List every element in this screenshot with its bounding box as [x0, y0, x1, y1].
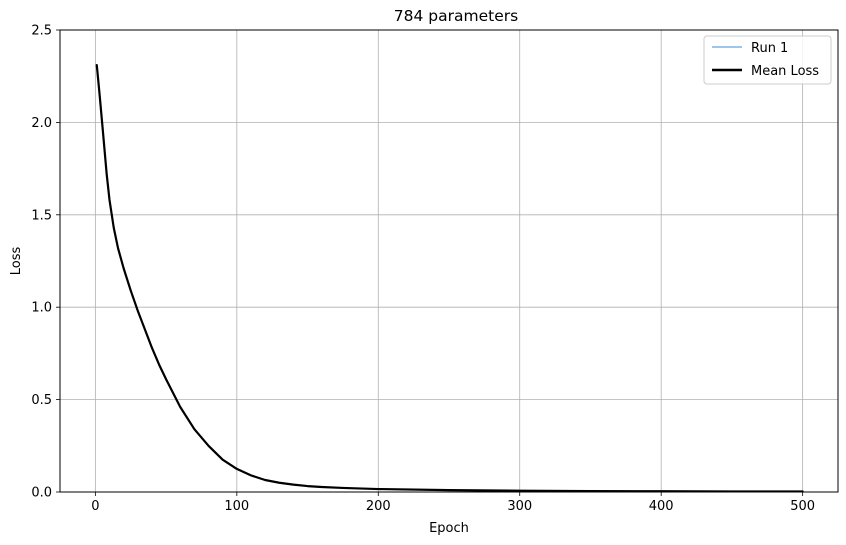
legend-box [703, 35, 832, 85]
plot-frame [59, 29, 839, 493]
x-tick-label: 500 [790, 499, 815, 514]
y-tick-label: 1.5 [31, 208, 52, 223]
x-tick-label: 200 [366, 499, 391, 514]
series-line-mean-loss [95, 64, 804, 493]
legend-label-run-1: Run 1 [751, 41, 788, 56]
series-line-run-1 [96, 64, 804, 493]
x-tick-label: 0 [91, 499, 99, 514]
x-tick-label: 300 [507, 499, 532, 514]
legend: Run 1 Mean Loss [703, 35, 832, 85]
legend-label-mean-loss: Mean Loss [751, 64, 819, 79]
y-tick-label: 0.5 [31, 393, 52, 408]
y-axis-label: Loss [9, 247, 24, 276]
y-tick-label: 0.0 [31, 486, 52, 501]
x-tick-label: 400 [649, 499, 674, 514]
x-axis-label: Epoch [429, 521, 469, 536]
y-tick-label: 2.5 [31, 24, 52, 39]
y-tick-label: 1.0 [31, 301, 52, 316]
x-tick-label: 100 [224, 499, 249, 514]
series-lines [95, 64, 804, 493]
grid-lines [60, 29, 838, 493]
chart-title: 784 parameters [394, 7, 518, 25]
axis-ticks: 0 100 200 300 400 500 0.0 0.5 1.0 1.5 2.0 2.5 [31, 24, 815, 515]
y-tick-label: 2.0 [31, 116, 52, 131]
